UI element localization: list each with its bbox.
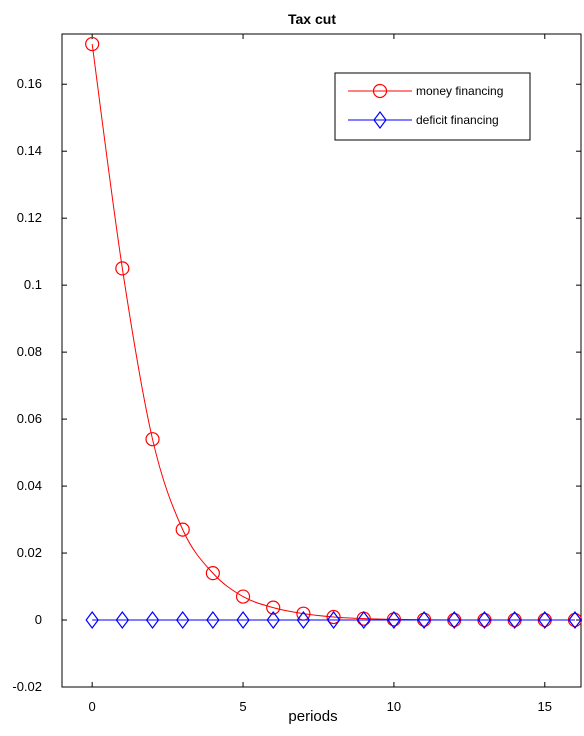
data-point-deficit-financing [387, 611, 401, 630]
data-point-deficit-financing [447, 611, 462, 630]
data-point-deficit-financing [206, 611, 220, 630]
y-tick-label: -0.02 [12, 679, 42, 694]
legend-label-money-financing: money financing [416, 84, 503, 98]
legend-label-deficit-financing: deficit financing [416, 113, 499, 127]
data-point-deficit-financing [507, 611, 522, 630]
data-point-money-financing [145, 432, 160, 447]
data-point-deficit-financing [538, 611, 552, 630]
plot-frame [61, 33, 582, 688]
legend-marker-deficit-financing [373, 111, 387, 129]
y-tick-label: 0.16 [17, 76, 42, 91]
data-point-money-financing [175, 522, 190, 537]
y-tick-label: 0.04 [17, 478, 42, 493]
x-tick-label: 15 [538, 699, 552, 714]
data-point-deficit-financing [477, 611, 492, 630]
series-layer [85, 36, 583, 630]
x-axis-label: periods [288, 708, 337, 725]
legend: money financing deficit financing [334, 72, 531, 141]
data-point-deficit-financing [356, 611, 371, 630]
data-point-deficit-financing [236, 611, 250, 630]
data-point-deficit-financing [85, 611, 99, 630]
y-tick-label: 0.02 [17, 545, 42, 560]
y-tick-label: 0.1 [24, 277, 42, 292]
data-point-deficit-financing [115, 611, 130, 630]
data-point-money-financing [235, 589, 251, 604]
data-point-money-financing [85, 36, 100, 52]
data-point-deficit-financing [568, 611, 582, 630]
data-point-deficit-financing [266, 611, 280, 630]
data-point-deficit-financing [417, 611, 431, 630]
data-point-money-financing [326, 609, 341, 625]
legend-box [334, 72, 531, 141]
y-axis: -0.02 0 0.02 0.04 0.06 0.08 0.1 0.12 0.14 0.16 [12, 76, 581, 694]
data-point-deficit-financing [145, 611, 160, 630]
data-point-deficit-financing [175, 611, 190, 630]
plot-area [61, 33, 582, 688]
y-tick-label: 0.08 [17, 344, 42, 359]
data-point-money-financing [266, 600, 281, 615]
legend-marker-money-financing [372, 83, 388, 99]
x-tick-label: 5 [239, 699, 246, 714]
x-tick-label: 0 [89, 699, 96, 714]
y-tick-label: 0.06 [17, 411, 42, 426]
y-tick-label: 0.12 [17, 210, 42, 225]
data-point-money-financing [115, 261, 130, 276]
data-point-deficit-financing [326, 611, 341, 630]
x-axis: 0 5 10 15 [89, 34, 552, 714]
y-tick-label: 0.14 [17, 143, 42, 158]
x-tick-label: 10 [387, 699, 401, 714]
data-point-deficit-financing [296, 611, 311, 630]
chart-title: Tax cut [288, 11, 336, 27]
data-point-money-financing [205, 566, 220, 581]
y-tick-label: 0 [35, 612, 42, 627]
